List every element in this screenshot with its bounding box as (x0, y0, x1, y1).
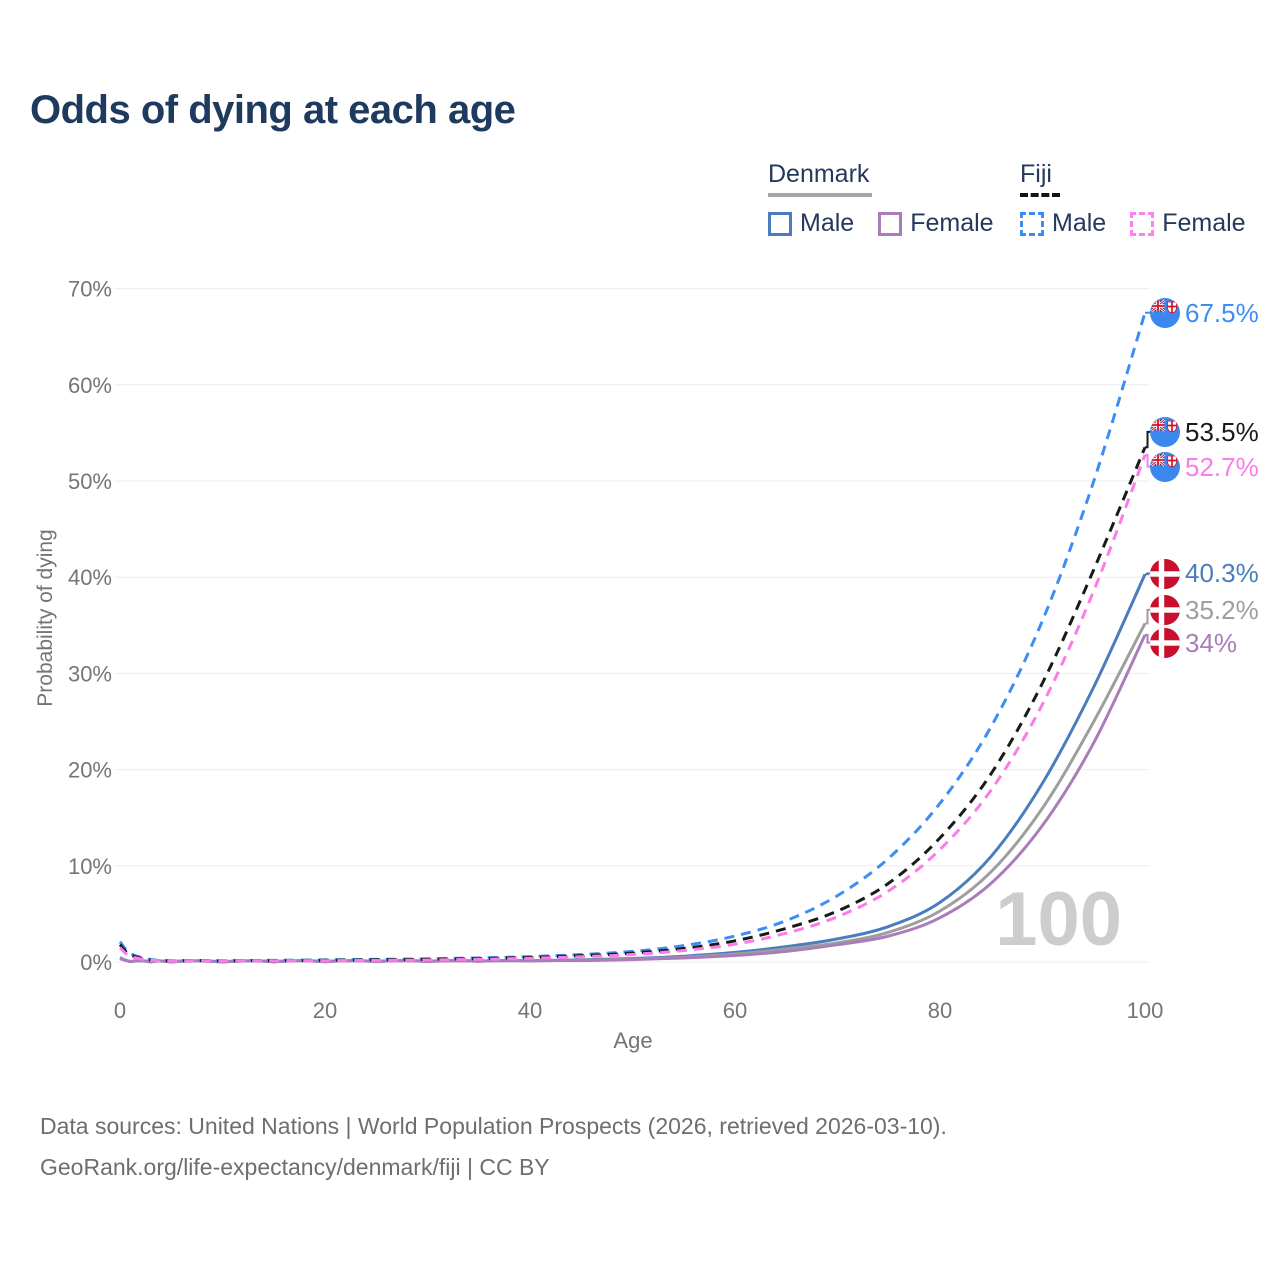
legend-item-fiji-male[interactable]: Male (1020, 209, 1106, 238)
legend-item-label: Female (910, 209, 994, 237)
fiji-flag-icon (1150, 452, 1180, 483)
end-label-value: 34% (1185, 627, 1238, 658)
y-tick-label: 10% (68, 854, 112, 879)
legend-item-label: Male (1052, 209, 1107, 237)
footer-license: GeoRank.org/life-expectancy/denmark/fiji… (40, 1154, 550, 1180)
y-tick-label: 50% (68, 469, 112, 494)
y-tick-label: 0% (80, 950, 112, 975)
fiji-flag-icon (1150, 417, 1180, 448)
end-label-fiji-both-sexes: 53.5% (1150, 417, 1259, 448)
y-tick-label: 30% (68, 661, 112, 686)
series-line-fiji-female (118, 454, 1147, 963)
denmark-line-style-swatch (768, 193, 872, 197)
x-tick-label: 40 (518, 998, 542, 1023)
end-label-value: 67.5% (1185, 297, 1259, 328)
denmark-male-swatch-icon (768, 211, 792, 236)
y-axis-label: Probability of dying (34, 529, 57, 707)
end-label-fiji-male: 67.5% (1150, 298, 1259, 329)
legend-group-title-fiji[interactable]: Fiji (1020, 160, 1052, 188)
label-leader-line (1145, 430, 1151, 449)
age-cursor-watermark: 100 (995, 877, 1122, 962)
x-tick-label: 60 (723, 998, 747, 1023)
fiji-line-style-swatch (1020, 193, 1060, 197)
x-axis-label: Age (613, 1028, 653, 1053)
y-tick-label: 60% (68, 373, 112, 398)
denmark-flag-icon (1150, 558, 1180, 589)
series-line-denmark-male (119, 573, 1147, 964)
legend-item-fiji-female[interactable]: Female (1130, 209, 1246, 238)
y-tick-label: 20% (68, 758, 112, 783)
denmark-female-swatch-icon (878, 211, 903, 236)
y-tick-label: 70% (68, 277, 112, 302)
denmark-flag-icon (1150, 628, 1180, 659)
page-title: Odds of dying at each age (30, 88, 516, 132)
label-leader-line (1145, 454, 1151, 468)
end-label-denmark-male: 40.3% (1150, 558, 1259, 589)
fiji-flag-icon (1150, 298, 1180, 329)
legend-item-denmark-male[interactable]: Male (768, 209, 854, 238)
fiji-male-swatch-icon (1020, 211, 1044, 236)
footer-data-sources: Data sources: United Nations | World Pop… (40, 1113, 947, 1139)
x-tick-label: 20 (313, 998, 337, 1023)
end-label-value: 40.3% (1185, 558, 1259, 589)
end-label-value: 35.2% (1185, 594, 1259, 625)
label-leader-line (1145, 608, 1151, 625)
end-label-fiji-female: 52.7% (1150, 452, 1259, 483)
x-tick-label: 80 (928, 998, 952, 1023)
series-line-denmark-female (119, 634, 1147, 964)
end-label-denmark-female: 34% (1150, 628, 1237, 659)
label-leader-line (1145, 633, 1151, 644)
y-tick-label: 40% (68, 565, 112, 590)
x-tick-label: 0 (114, 998, 126, 1023)
end-label-denmark-both-sexes: 35.2% (1150, 595, 1259, 626)
end-label-value: 53.5% (1185, 416, 1259, 447)
denmark-flag-icon (1150, 595, 1180, 626)
legend-item-label: Female (1162, 209, 1246, 237)
footer-attribution: Data sources: United Nations | World Pop… (40, 1106, 947, 1188)
end-label-value: 52.7% (1185, 451, 1259, 482)
label-leader-line (1145, 572, 1151, 576)
fiji-female-swatch-icon (1130, 211, 1155, 236)
legend-group-fiji: Fiji Male Female (1020, 160, 1246, 238)
legend-item-label: Male (800, 209, 855, 237)
legend-group-title-denmark[interactable]: Denmark (768, 160, 870, 188)
series-line-denmark-both-sexes (119, 622, 1147, 964)
series-line-fiji-male (118, 312, 1147, 963)
x-tick-label: 100 (1127, 998, 1164, 1023)
legend-group-denmark: Denmark Male Female (768, 160, 994, 238)
legend-item-denmark-female[interactable]: Female (878, 209, 994, 238)
